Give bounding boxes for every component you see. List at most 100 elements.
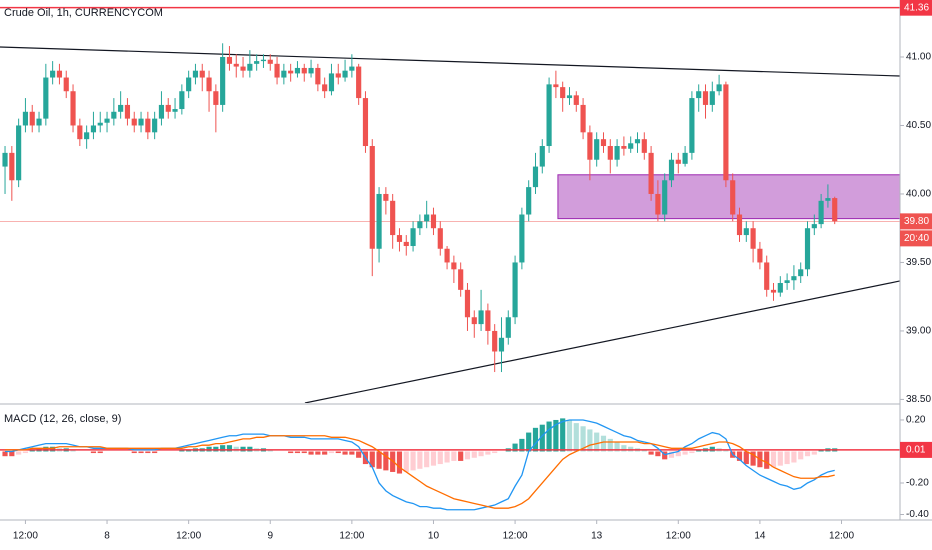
candle-body xyxy=(424,214,430,222)
histogram-bar xyxy=(186,449,192,452)
histogram-bar xyxy=(621,445,627,452)
candle-body xyxy=(158,104,165,119)
histogram-bar xyxy=(90,451,97,454)
candle-body xyxy=(254,61,260,64)
histogram-bar xyxy=(97,451,103,454)
histogram-bar xyxy=(396,451,403,474)
histogram-bar xyxy=(566,419,573,452)
histogram-bar xyxy=(349,451,355,455)
histogram-bar xyxy=(750,451,756,466)
y-tick-label: 39.00 xyxy=(906,326,931,337)
histogram-bar xyxy=(152,451,158,454)
histogram-bar xyxy=(43,446,49,452)
y-tick-label: 41.00 xyxy=(906,52,931,63)
histogram-bar xyxy=(614,442,620,452)
candle-body xyxy=(519,214,525,263)
candle-body xyxy=(226,56,233,64)
candle-body xyxy=(396,235,403,242)
candle-body xyxy=(213,91,219,105)
candle-body xyxy=(349,66,355,71)
x-tick-label: 12:00 xyxy=(829,531,854,542)
candle-body xyxy=(832,198,838,222)
x-tick-label: 12:00 xyxy=(13,531,38,542)
candle-body xyxy=(621,146,627,149)
candle-body xyxy=(736,214,743,236)
histogram-bar xyxy=(662,451,668,460)
candle-body xyxy=(220,56,226,105)
candle-body xyxy=(594,139,600,160)
candle-body xyxy=(172,109,178,112)
histogram-bar xyxy=(403,451,409,472)
y-tick-label: 0.20 xyxy=(906,415,926,426)
candle-body xyxy=(478,310,484,325)
candle-body xyxy=(600,139,607,147)
histogram-bar xyxy=(580,426,586,452)
histogram-bar xyxy=(682,451,688,455)
histogram-bar xyxy=(791,451,797,463)
countdown-label: 20:40 xyxy=(904,233,929,244)
histogram-bar xyxy=(458,451,464,461)
level-tag xyxy=(900,441,932,458)
trendline xyxy=(0,46,900,77)
candle-body xyxy=(315,67,321,85)
candle-body xyxy=(430,214,437,229)
candle-body xyxy=(634,139,641,144)
histogram-bar xyxy=(328,451,335,454)
candle-body xyxy=(662,180,668,215)
price-line-label: 41.36 xyxy=(904,2,929,13)
histogram-bar xyxy=(342,451,348,455)
candle-body xyxy=(356,66,362,99)
histogram-bar xyxy=(764,451,770,469)
histogram-bar xyxy=(512,443,518,452)
histogram-bar xyxy=(9,451,15,457)
chart-title: Crude Oil, 1h, CURRENCYCOM xyxy=(4,7,163,19)
histogram-bar xyxy=(600,435,607,452)
candle-body xyxy=(383,193,389,201)
candle-body xyxy=(498,337,505,352)
y-tick-label: -0.20 xyxy=(906,478,929,489)
y-tick-label: -0.40 xyxy=(906,509,929,520)
histogram-bar xyxy=(322,451,328,455)
candle-body xyxy=(152,118,158,133)
histogram-bar xyxy=(587,429,593,452)
candle-body xyxy=(56,70,63,78)
candle-body xyxy=(376,193,382,249)
y-tick-label: 39.50 xyxy=(906,257,931,268)
candle-body xyxy=(505,317,511,338)
candle-body xyxy=(614,146,620,160)
candle-body xyxy=(322,84,328,92)
histogram-bar xyxy=(213,446,219,452)
y-tick-label: 38.50 xyxy=(906,394,931,405)
histogram-bar xyxy=(546,421,552,452)
histogram-bar xyxy=(247,446,253,452)
histogram-bar xyxy=(709,446,715,452)
candle-body xyxy=(9,152,15,181)
histogram-bar xyxy=(335,451,341,454)
histogram-bar xyxy=(417,451,423,469)
candle-body xyxy=(607,146,613,160)
histogram-bar xyxy=(220,445,226,452)
candle-body xyxy=(70,91,76,126)
candle-body xyxy=(267,59,273,64)
histogram-bar xyxy=(315,451,321,455)
candle-body xyxy=(2,152,8,167)
candle-body xyxy=(532,166,539,188)
candle-body xyxy=(702,91,709,105)
histogram-bar xyxy=(369,451,375,468)
candle-body xyxy=(362,98,369,147)
candle-body xyxy=(335,73,341,78)
candle-body xyxy=(247,63,253,71)
histogram-bar xyxy=(444,451,450,463)
histogram-bar xyxy=(519,438,525,452)
histogram-bar xyxy=(573,423,579,452)
level-label: 0.01 xyxy=(906,445,926,456)
candle-body xyxy=(512,262,518,318)
candle-body xyxy=(369,146,375,249)
candle-body xyxy=(485,310,491,331)
candle-body xyxy=(580,104,586,133)
x-tick-label: 12:00 xyxy=(176,531,201,542)
